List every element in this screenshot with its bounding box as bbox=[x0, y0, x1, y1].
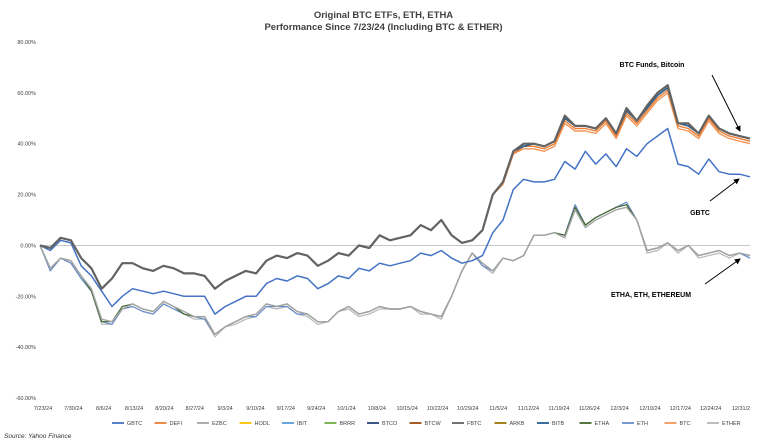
x-tick-label: 12/31/2 bbox=[732, 406, 750, 412]
legend-label-hodl: HODL bbox=[255, 421, 270, 427]
x-tick-label: 12/17/24 bbox=[670, 406, 691, 412]
legend-label-ibit: IBIT bbox=[297, 421, 308, 427]
x-tick-label: 11/19/24 bbox=[548, 406, 569, 412]
legend-label-brrr: BRRR bbox=[340, 421, 356, 427]
y-tick-label: 80.00% bbox=[17, 40, 36, 46]
legend-label-defi: DEFI bbox=[170, 421, 183, 427]
legend-label-gbtc: GBTC bbox=[127, 421, 142, 427]
legend-label-fbtc: FBTC bbox=[467, 421, 481, 427]
y-tick-label: -20.00% bbox=[16, 294, 37, 300]
x-tick-label: 10/15/24 bbox=[396, 406, 417, 412]
x-tick-label: 8/27/24 bbox=[186, 406, 204, 412]
x-tick-label: 9/17/24 bbox=[277, 406, 295, 412]
y-tick-label: 60.00% bbox=[17, 91, 36, 97]
legend-label-ether: ETHER bbox=[722, 421, 741, 427]
x-tick-label: 10/8/24 bbox=[368, 406, 386, 412]
chart-title: Original BTC ETFs, ETH, ETHA bbox=[313, 10, 454, 21]
x-tick-label: 12/3/24 bbox=[610, 406, 628, 412]
x-tick-label: 10/29/24 bbox=[457, 406, 478, 412]
annotation-eth: ETHA, ETH, ETHEREUM bbox=[611, 292, 691, 299]
x-tick-label: 11/5/24 bbox=[489, 406, 507, 412]
chart-subtitle: Performance Since 7/23/24 (Including BTC… bbox=[264, 22, 503, 33]
x-tick-label: 11/26/24 bbox=[579, 406, 600, 412]
y-tick-label: -40.00% bbox=[16, 345, 37, 351]
x-tick-label: 9/24/24 bbox=[307, 406, 325, 412]
x-tick-label: 9/10/24 bbox=[246, 406, 264, 412]
x-tick-label: 11/12/24 bbox=[518, 406, 539, 412]
x-tick-label: 7/23/24 bbox=[34, 406, 52, 412]
legend-label-etha: ETHA bbox=[595, 421, 610, 427]
x-tick-label: 8/6/24 bbox=[96, 406, 111, 412]
legend-label-btcw: BTCW bbox=[425, 421, 442, 427]
annotation-arrow-gbtc bbox=[709, 178, 740, 202]
x-tick-label: 10/22/24 bbox=[427, 406, 448, 412]
x-tick-label: 7/30/24 bbox=[64, 406, 82, 412]
annotation-arrow-btc bbox=[711, 74, 741, 132]
legend-label-arkb: ARKB bbox=[510, 421, 525, 427]
x-tick-label: 9/3/24 bbox=[217, 406, 232, 412]
legend-label-ezbc: EZBC bbox=[212, 421, 227, 427]
x-tick-label: 8/13/24 bbox=[125, 406, 143, 412]
annotation-arrow-eth bbox=[704, 258, 741, 285]
series-line-fbtc bbox=[39, 84, 751, 290]
y-tick-label: 0.00% bbox=[20, 243, 36, 249]
source-note: Source: Yahoo Finance bbox=[4, 433, 72, 440]
series-line-ezbc bbox=[39, 206, 751, 336]
y-tick-label: -60.00% bbox=[16, 396, 37, 402]
legend-label-btc: BTC bbox=[680, 421, 691, 427]
x-tick-label: 12/10/24 bbox=[639, 406, 660, 412]
annotation-btc-funds: BTC Funds, Bitcoin bbox=[620, 62, 685, 69]
series-line-btc bbox=[39, 92, 751, 290]
x-tick-label: 12/24/24 bbox=[700, 406, 721, 412]
series-line-gbtc bbox=[39, 127, 751, 315]
annotation-gbtc: GBTC bbox=[690, 210, 710, 217]
legend-label-eth: ETH bbox=[637, 421, 648, 427]
y-tick-label: 40.00% bbox=[17, 142, 36, 148]
series-line-ether bbox=[39, 204, 751, 338]
x-tick-label: 10/1/24 bbox=[337, 406, 355, 412]
series-line-defi bbox=[39, 89, 751, 290]
legend-label-bitb: BITB bbox=[552, 421, 565, 427]
y-tick-label: 20.00% bbox=[17, 193, 36, 199]
x-tick-label: 8/20/24 bbox=[155, 406, 173, 412]
legend-label-btco: BTCO bbox=[382, 421, 398, 427]
